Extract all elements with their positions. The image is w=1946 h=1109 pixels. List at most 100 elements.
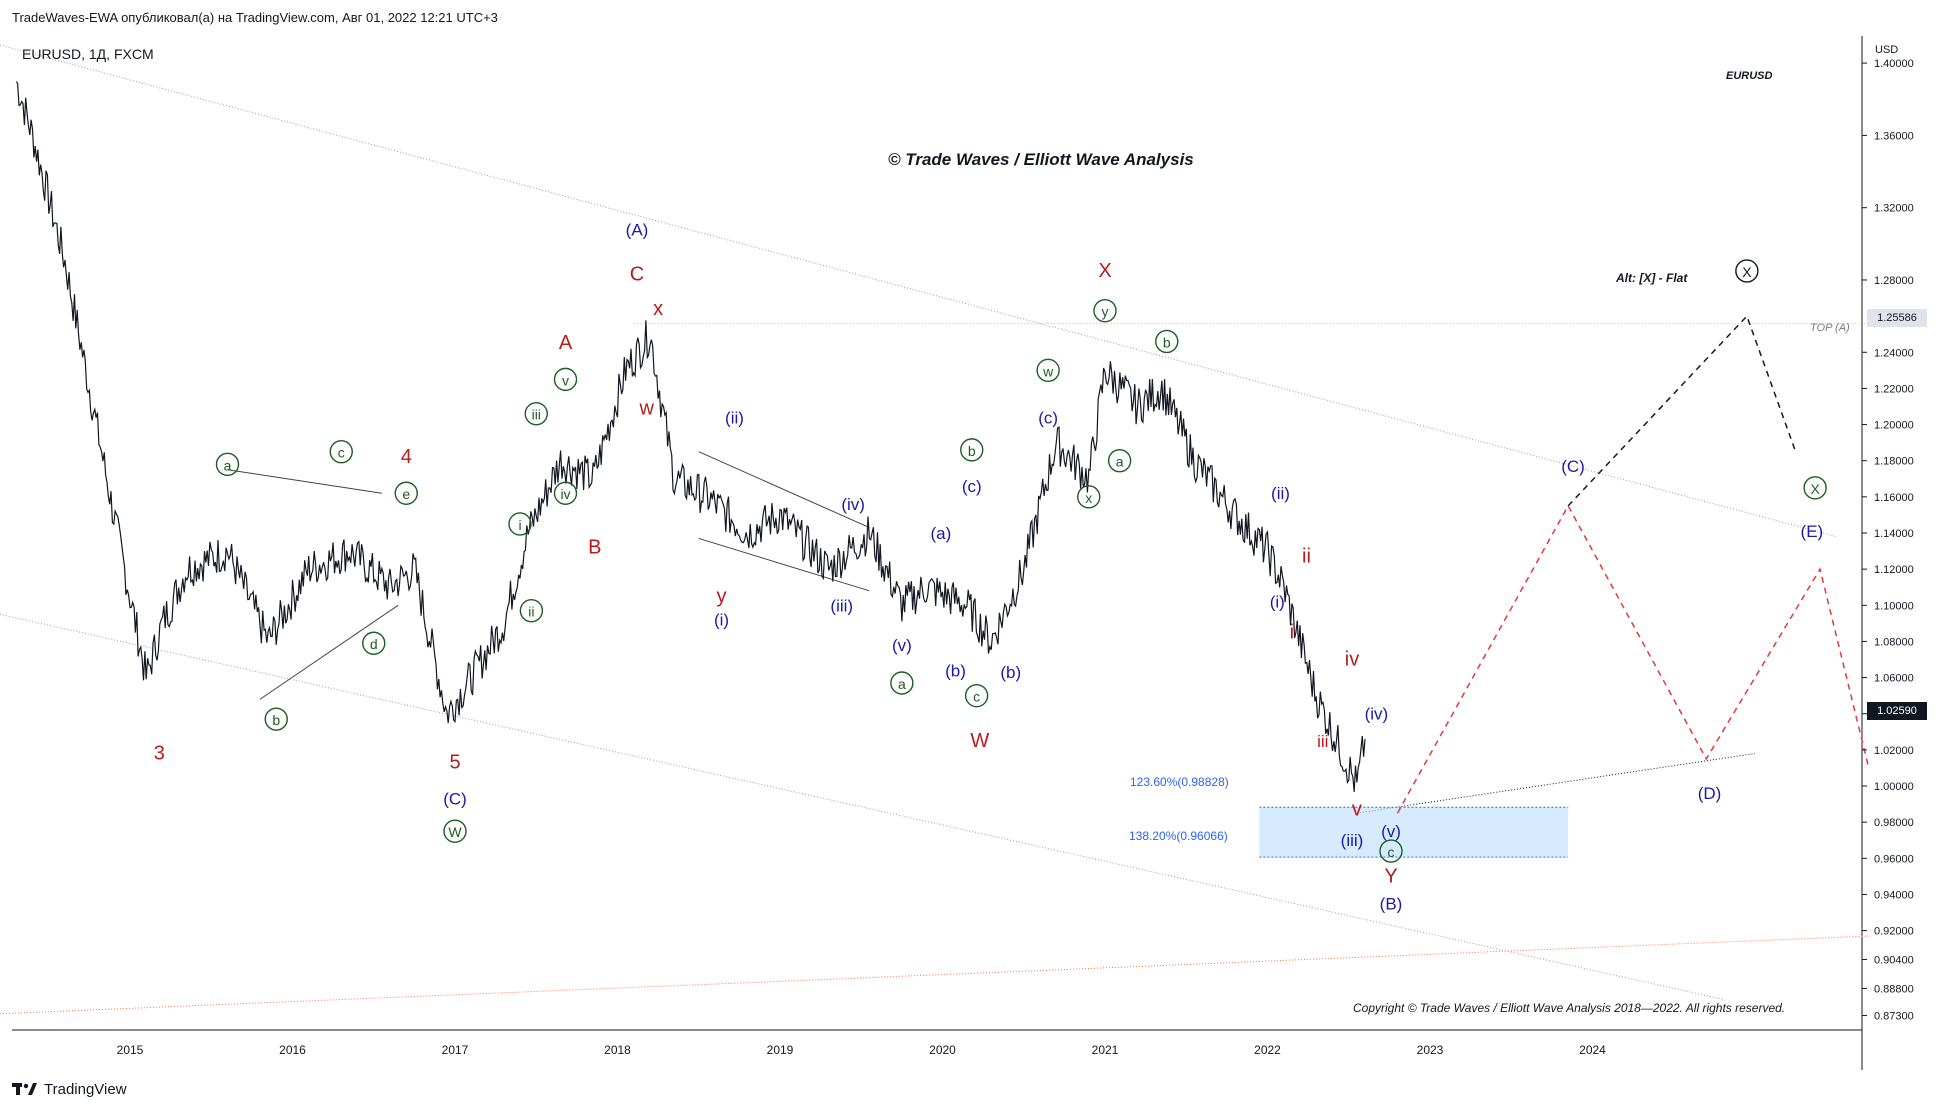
wave-c2-circled-label: c: [973, 689, 980, 705]
wave-w-circled-label-ring: [443, 819, 467, 843]
wave-b-red-label: B: [588, 536, 601, 558]
wave-y-red-label: Y: [1384, 865, 1397, 887]
fib-1382-label: 138.20%(0.96066): [1129, 829, 1228, 843]
price-series: [15, 81, 1366, 792]
wave-y-circled-label-ring: [1093, 299, 1117, 323]
wave-c-circled-label: c: [338, 445, 345, 461]
wave-c-red-label: C: [630, 264, 644, 286]
x-tick-2023: 2023: [1417, 1043, 1444, 1057]
wedge-upper-line: [698, 451, 870, 529]
wave-a-paren-label: (A): [626, 220, 649, 239]
y-tick-0.92000: 0.92000: [1874, 926, 1914, 938]
x-tick-2017: 2017: [442, 1043, 469, 1057]
wave-ii-paren2-label: (ii): [1271, 484, 1290, 503]
wave-iii-paren2-label: (iii): [1341, 831, 1364, 850]
wave-a2-circled-label-ring: [890, 671, 914, 695]
lower-channel-line: [0, 613, 1723, 1000]
wave-b-big-label: (B): [1380, 894, 1403, 913]
y-tick-0.96000: 0.96000: [1874, 853, 1914, 865]
x-tick-2018: 2018: [604, 1043, 631, 1057]
y-tick-1.16000: 1.16000: [1874, 492, 1914, 504]
wave-b-circled-label-ring: [264, 707, 288, 731]
top-price-tag: 1.25586: [1867, 309, 1927, 327]
wave-c-paren3-label: (c): [1038, 408, 1058, 427]
y-tick-1.00000: 1.00000: [1874, 781, 1914, 793]
alt-flat-label: Alt: [X] - Flat: [1616, 271, 1688, 285]
currency-label: USD: [1875, 44, 1899, 56]
copyright-text: Copyright © Trade Waves / Elliott Wave A…: [1353, 1001, 1786, 1015]
fib-1236-label: 123.60%(0.98828): [1130, 775, 1229, 789]
wave-c3-circled-label-ring: [1379, 839, 1403, 863]
wave-i-paren-label: (i): [714, 611, 729, 630]
black-alt-projection-path: [1567, 314, 1797, 507]
wave-iii-label-ring: [524, 402, 548, 426]
wave-x-circled-label: x: [1085, 490, 1092, 506]
wave-x-target-circled-label: X: [1810, 481, 1820, 497]
wave-3-label: 3: [154, 742, 165, 764]
x-tick-2016: 2016: [279, 1043, 306, 1057]
wave-x-small-label: x: [653, 298, 663, 320]
wave-a3-circled-label: a: [1116, 454, 1124, 470]
wave-iv-paren2-label: (iv): [1365, 705, 1389, 724]
wave-d-circled-label-ring: [362, 631, 386, 655]
wave-ii-red-label: ii: [1302, 545, 1311, 567]
wave-x-circled-label-ring: [1077, 485, 1101, 509]
wave-iii-paren-label: (iii): [830, 596, 853, 615]
wave-b2-circled-label: b: [968, 443, 976, 459]
y-tick-1.06000: 1.06000: [1874, 673, 1914, 685]
wave-w-red-label: W: [970, 730, 989, 752]
wave-b3-circled-label: b: [1163, 334, 1171, 350]
wave-a-circled-label-ring: [215, 452, 240, 477]
wave-iii-red-label: iii: [1317, 732, 1328, 751]
x-tick-2020: 2020: [929, 1043, 956, 1057]
wave-e-circled-label: e: [402, 486, 410, 502]
wave-v-label-ring: [553, 367, 578, 392]
y-tick-1.18000: 1.18000: [1874, 456, 1914, 468]
wave-y-small-label: y: [717, 585, 727, 607]
wave-b-paren3-label: (b): [1000, 663, 1021, 682]
x-tick-2019: 2019: [767, 1043, 794, 1057]
x-tick-2021: 2021: [1092, 1043, 1119, 1057]
y-tick-1.20000: 1.20000: [1874, 420, 1914, 432]
y-tick-1.24000: 1.24000: [1874, 347, 1914, 359]
wave-w-small-label: w: [639, 397, 655, 419]
chart-guides: [0, 44, 1869, 1015]
wave-w-circled-label: W: [448, 824, 462, 840]
axes: 2015 2016 2017 2018 2019 2020 2021 2022 2023 2024…: [117, 58, 1914, 1057]
wave-b-circled-label: b: [272, 712, 280, 728]
y-tick-1.08000: 1.08000: [1874, 636, 1914, 648]
triangle-lower-line: [259, 604, 399, 700]
publisher-line: TradeWaves-EWA опубликовал(а) на Trading…: [12, 10, 498, 25]
x-tick-2015: 2015: [117, 1043, 144, 1057]
ccy-text: EURUSD: [1726, 70, 1773, 82]
wave-w2-circled-label-ring: [1036, 358, 1060, 383]
wave-i-red-label: i: [1290, 621, 1294, 643]
symbol-title[interactable]: EURUSD, 1Д, FXCM: [22, 46, 154, 62]
top-a-label: TOP (A): [1810, 322, 1850, 334]
wave-ii-paren-label: (ii): [725, 408, 744, 427]
chart-frame: [12, 36, 1863, 1070]
wave-b2-circled-label-ring: [960, 438, 984, 462]
y-tick-0.98000: 0.98000: [1874, 817, 1914, 829]
wave-x-alt-circled-label: X: [1742, 264, 1752, 280]
wave-i-label: i: [518, 517, 521, 533]
wave-a2-circled-label: a: [898, 676, 906, 692]
y-tick-1.14000: 1.14000: [1874, 528, 1914, 540]
wave-i-paren2-label: (i): [1270, 593, 1285, 612]
wave-b-paren2-label: (b): [945, 661, 966, 680]
wave-v-paren2-label: (v): [1381, 822, 1401, 841]
wave-a-circled-label: a: [224, 457, 232, 473]
wave-ii-label: ii: [528, 604, 534, 620]
y-tick-1.40000: 1.40000: [1874, 58, 1914, 70]
wave-x-alt-circled-label-ring: [1735, 259, 1759, 283]
wave-iv-paren-label: (iv): [841, 495, 865, 514]
y-tick-0.94000: 0.94000: [1874, 889, 1914, 901]
wave-c-paren-label: (C): [443, 790, 467, 809]
footer-brand[interactable]: TradingView: [12, 1076, 127, 1102]
wave-c3-circled-label: c: [1388, 844, 1395, 860]
wave-iv-label-ring: [553, 481, 578, 505]
wave-iv-red-label: iv: [1345, 649, 1359, 671]
y-tick-1.10000: 1.10000: [1874, 600, 1914, 612]
wave-c2-circled-label-ring: [964, 683, 989, 708]
wave-e-target-label: (E): [1801, 522, 1824, 541]
